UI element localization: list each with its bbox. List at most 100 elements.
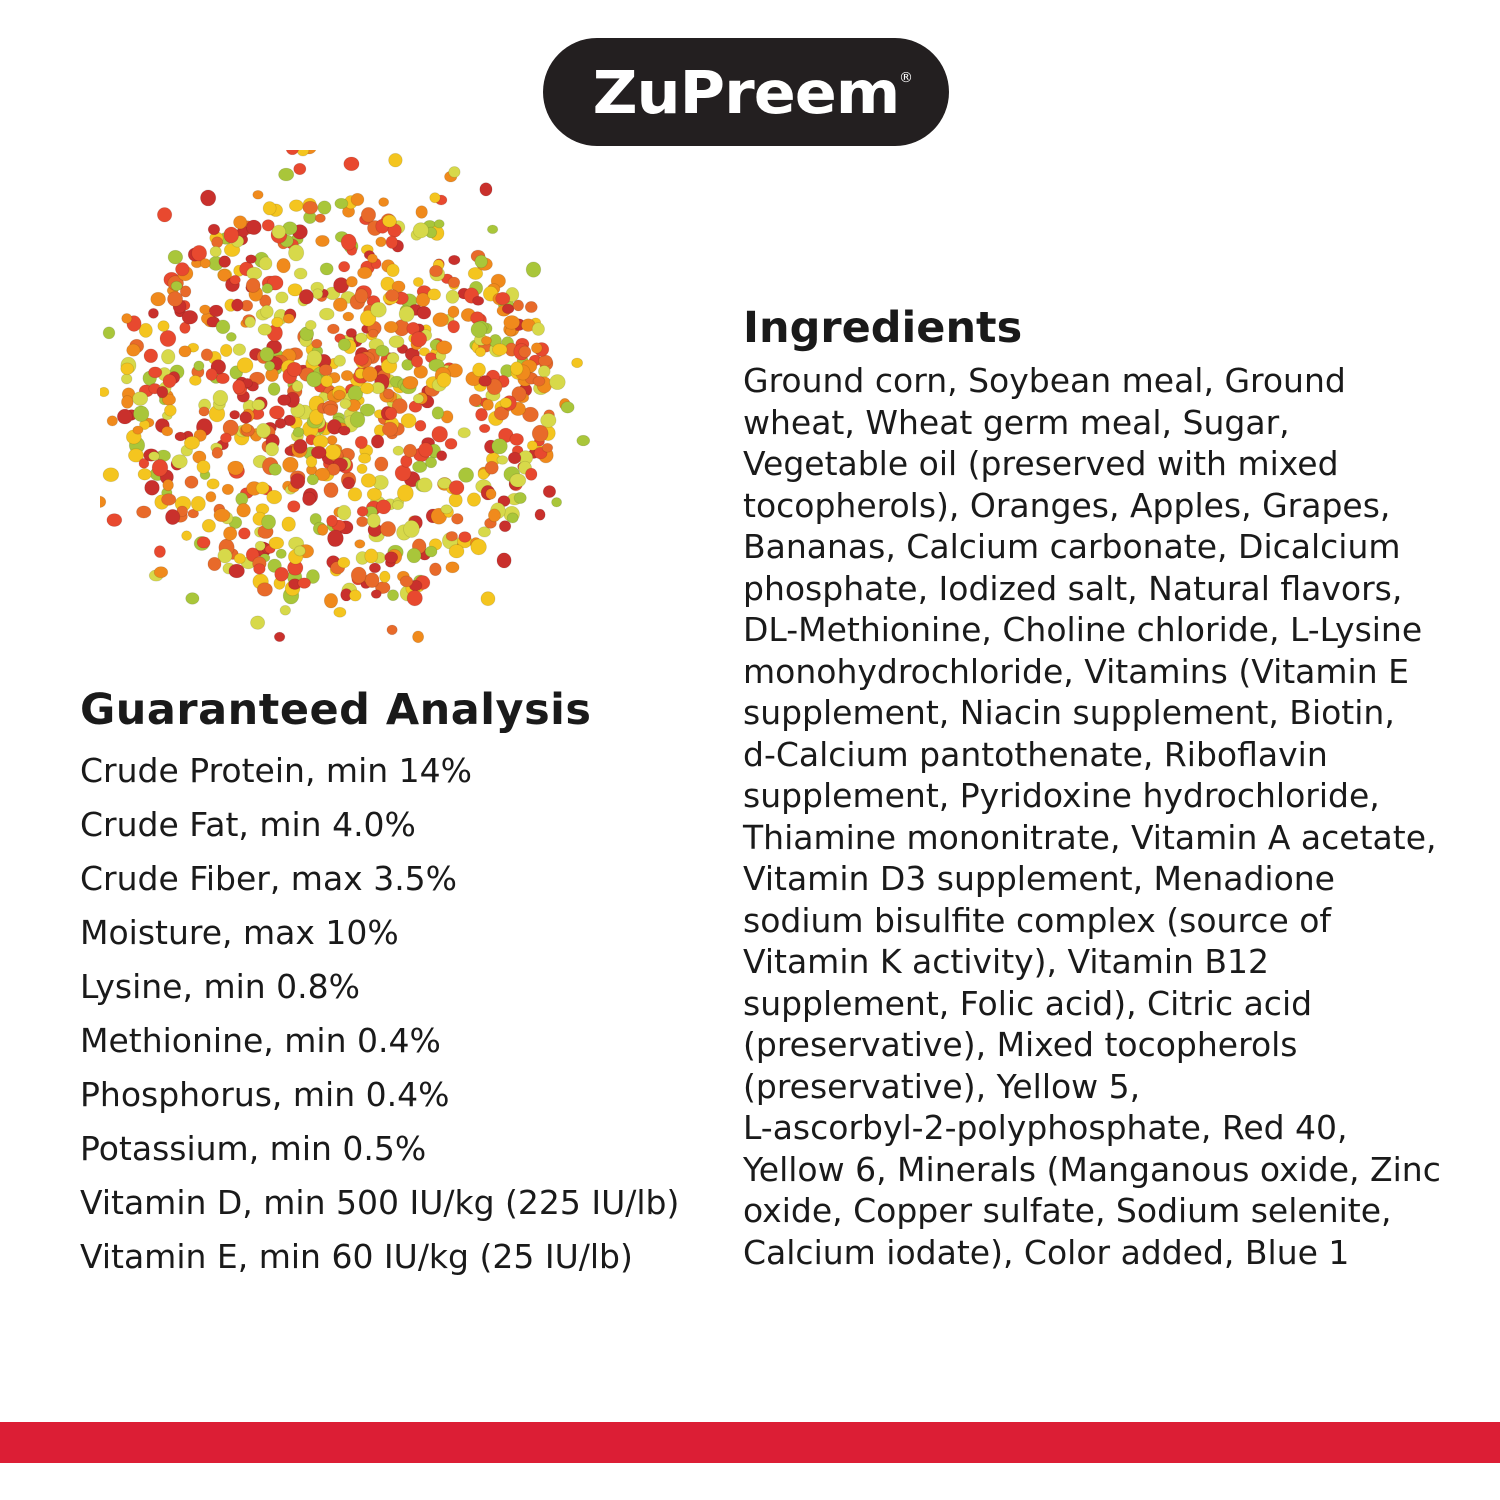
ingredients-line: tocopherols), Oranges, Apples, Grapes, xyxy=(743,485,1391,525)
pellet xyxy=(360,473,377,488)
pellet xyxy=(229,409,241,420)
pellet xyxy=(207,223,221,236)
pellet xyxy=(250,615,266,630)
pellet xyxy=(451,513,464,525)
pellet xyxy=(227,460,244,476)
pellet xyxy=(472,295,485,306)
pellet xyxy=(410,331,428,348)
pellet xyxy=(281,516,296,532)
pellet xyxy=(167,249,184,265)
pellet xyxy=(184,475,199,489)
pellet xyxy=(244,316,256,329)
pellet xyxy=(358,452,372,464)
pellet xyxy=(175,262,190,277)
pellet xyxy=(356,516,369,528)
pellet xyxy=(246,219,262,236)
ingredients-line: d-Calcium pantothenate, Riboflavin xyxy=(743,734,1328,774)
analysis-item: Vitamin D, min 500 IU/kg (225 IU/lb) xyxy=(80,1183,680,1222)
ingredients-line: sodium bisulfite complex (source of xyxy=(743,900,1332,940)
pellet xyxy=(496,455,509,465)
pellet xyxy=(162,373,177,389)
analysis-item: Crude Fiber, max 3.5% xyxy=(80,859,458,898)
pellet xyxy=(297,577,311,589)
ingredients-line: Calcium iodate), Color added, Blue 1 xyxy=(743,1232,1350,1272)
pellet xyxy=(320,374,334,388)
pellet xyxy=(493,406,510,421)
pellet xyxy=(245,254,257,264)
pellet xyxy=(106,415,118,427)
pellet xyxy=(277,394,292,406)
pellet xyxy=(121,395,134,409)
pellet xyxy=(273,631,286,643)
pellet xyxy=(332,297,348,312)
pellet xyxy=(576,434,591,447)
pellet xyxy=(161,349,176,365)
pellet xyxy=(253,563,266,575)
pellet xyxy=(156,207,173,223)
pellet xyxy=(532,375,546,387)
pellet xyxy=(387,589,399,602)
pellet xyxy=(147,307,159,319)
pellet xyxy=(274,417,287,429)
pellet xyxy=(485,488,497,500)
pellet xyxy=(207,556,222,572)
pellet xyxy=(429,192,441,204)
pellet xyxy=(323,482,339,499)
pellet xyxy=(479,182,493,197)
pellet xyxy=(255,422,271,439)
analysis-item: Potassium, min 0.5% xyxy=(80,1129,427,1168)
pellet xyxy=(308,409,324,426)
pellet xyxy=(138,322,153,338)
pellet xyxy=(525,261,542,278)
analysis-item: Lysine, min 0.8% xyxy=(80,967,361,1006)
pellet xyxy=(374,456,389,472)
pellet xyxy=(537,365,551,378)
pellet xyxy=(338,260,351,273)
pellet xyxy=(271,224,287,240)
pellet xyxy=(375,344,390,357)
pellet xyxy=(323,403,339,416)
pellet xyxy=(359,403,376,417)
pellet xyxy=(386,263,400,278)
pellet xyxy=(228,563,245,579)
pellet xyxy=(232,379,246,395)
pellet xyxy=(360,206,377,223)
pellet xyxy=(259,346,275,362)
pellet xyxy=(200,189,217,207)
pellet xyxy=(503,315,521,330)
pellet xyxy=(345,327,358,338)
pellet xyxy=(458,531,472,543)
pellet xyxy=(267,382,281,396)
pellet xyxy=(381,421,398,437)
pellet xyxy=(153,545,166,558)
pellet xyxy=(416,305,432,320)
pellet xyxy=(251,399,266,411)
pellet xyxy=(183,436,201,450)
pellet xyxy=(470,538,487,556)
pellet xyxy=(412,222,429,239)
pellet xyxy=(496,552,512,569)
pellet xyxy=(257,323,273,336)
ingredients: Ingredients Ground corn, Soybean meal, G… xyxy=(743,302,1441,1273)
analysis-item: Phosphorus, min 0.4% xyxy=(80,1075,450,1114)
ingredients-line: Vitamin K activity), Vitamin B12 xyxy=(743,942,1270,981)
pellet xyxy=(350,192,365,207)
pellet xyxy=(386,352,400,364)
pellet xyxy=(262,201,277,216)
pellet xyxy=(531,424,549,443)
pellet xyxy=(296,150,310,157)
pellet xyxy=(376,499,392,515)
pellet xyxy=(288,244,305,262)
pellet xyxy=(189,374,202,386)
pellet xyxy=(327,323,340,335)
pellet xyxy=(174,431,187,442)
ingredients-line: DL-Methionine, Choline chloride, L-Lysin… xyxy=(743,610,1423,649)
ingredients-line: (preservative), Yellow 5, xyxy=(743,1066,1141,1106)
pellet xyxy=(388,152,403,168)
pellet xyxy=(120,362,135,376)
pellet xyxy=(193,360,205,372)
pellet xyxy=(190,495,206,512)
pellet xyxy=(314,467,331,482)
pellet xyxy=(199,258,211,269)
pellet xyxy=(524,301,538,314)
